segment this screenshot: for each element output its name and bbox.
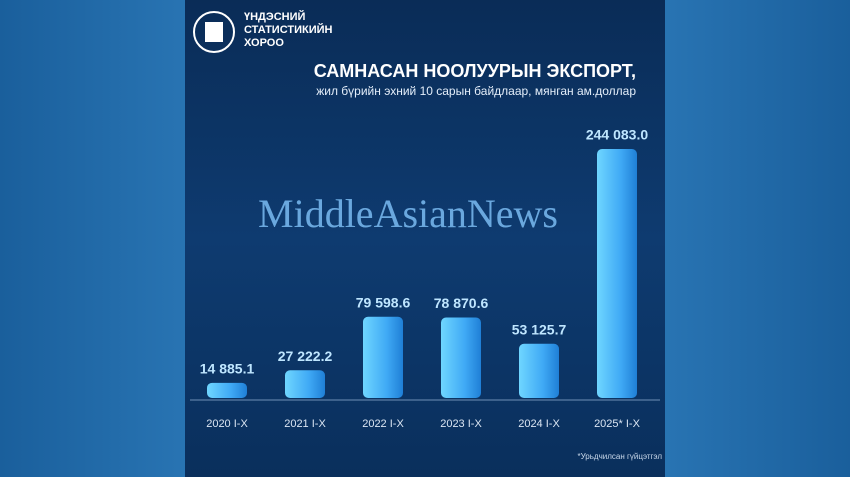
bar: [207, 382, 247, 398]
chart-subtitle: жил бүрийн эхний 10 сарын байдлаар, мянг…: [316, 84, 636, 98]
logo: [193, 11, 235, 53]
x-tick-label: 2023 I-X: [440, 418, 482, 430]
logo-text: СТАТИСТИКИЙН: [244, 23, 333, 36]
panel: [185, 0, 665, 477]
logo-text: ХОРОО: [244, 37, 284, 49]
bar: [363, 316, 403, 398]
logo-ring: [193, 11, 235, 53]
logo-text: ҮНДЭСНИЙ: [244, 10, 306, 23]
footnote: *Урьдчилсан гүйцэтгэл: [577, 452, 662, 461]
bar: [597, 149, 637, 398]
value-label: 53 125.7: [512, 322, 567, 338]
watermark: MiddleAsianNews: [258, 191, 558, 236]
value-label: 79 598.6: [356, 295, 411, 311]
x-tick-label: 2024 I-X: [518, 418, 560, 430]
bar: [285, 370, 325, 398]
bar: [441, 317, 481, 398]
bar: [519, 343, 559, 398]
x-tick-label: 2022 I-X: [362, 418, 404, 430]
value-label: 14 885.1: [200, 361, 255, 377]
value-label: 244 083.0: [586, 127, 648, 143]
x-tick-label: 2021 I-X: [284, 418, 326, 430]
logo-emblem: [205, 22, 223, 42]
value-label: 78 870.6: [434, 295, 489, 311]
x-tick-label: 2025* I-X: [594, 418, 641, 430]
x-tick-label: 2020 I-X: [206, 418, 248, 430]
value-label: 27 222.2: [278, 348, 333, 364]
chart-title: САМНАСАН НООЛУУРЫН ЭКСПОРТ,: [314, 61, 636, 81]
